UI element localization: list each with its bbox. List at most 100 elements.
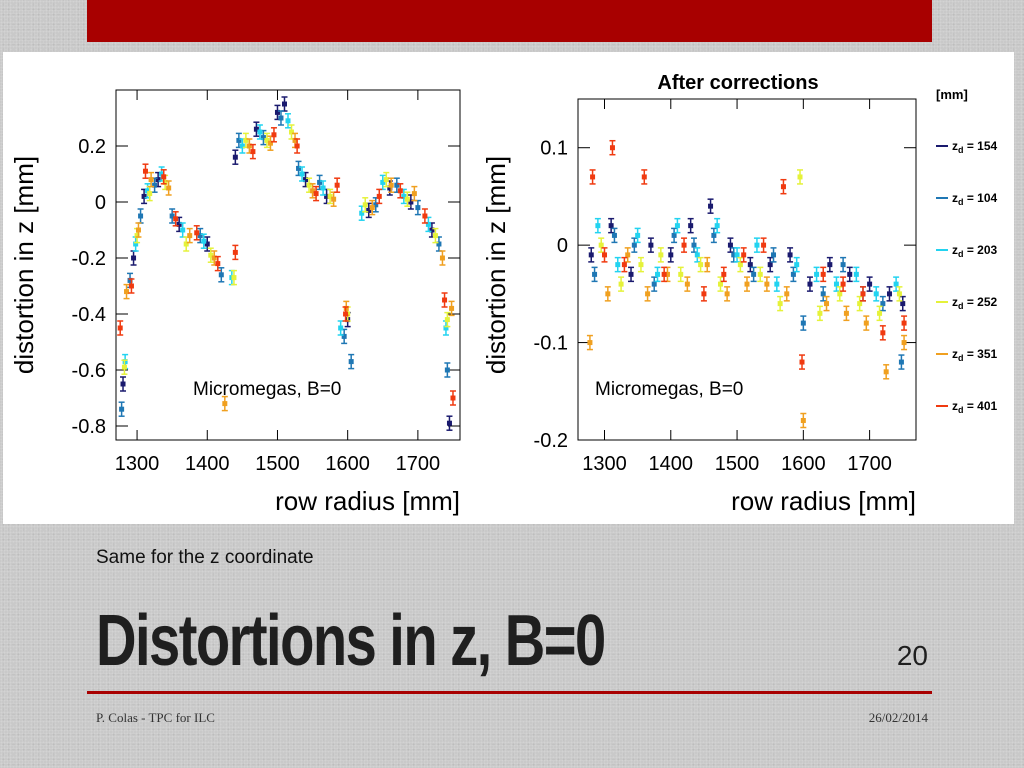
x-tick-label: 1300 (582, 453, 627, 475)
data-point (704, 262, 710, 268)
data-point (128, 283, 134, 289)
data-point (590, 174, 596, 180)
data-point (761, 242, 767, 248)
y-tick-label: -0.1 (534, 333, 568, 355)
y-tick-label: -0.4 (72, 304, 106, 326)
data-point (369, 205, 375, 211)
data-point (787, 252, 793, 258)
data-point (243, 137, 249, 143)
x-tick-label: 1400 (649, 453, 694, 475)
data-point (388, 182, 394, 188)
y-axis-label: distortion in z [mm] (481, 156, 511, 374)
plot-frame (115, 89, 461, 441)
data-point (334, 182, 340, 188)
data-point (877, 310, 883, 316)
data-point (253, 126, 259, 132)
y-tick-label: 0 (557, 235, 568, 257)
data-point (800, 320, 806, 326)
data-point (717, 281, 723, 287)
data-point (658, 252, 664, 258)
data-point (141, 193, 147, 199)
data-point (338, 325, 344, 331)
data-point (764, 281, 770, 287)
charts-svg: 1300 1400 1500 1600 1700 0.2 0 -0.2 -0.4 -0.6 -0.8… (9, 72, 998, 516)
figure-panel: 1300 1400 1500 1600 1700 0.2 0 -0.2 -0.4 -0.6 -0.8… (3, 52, 1014, 524)
data-point (450, 395, 456, 401)
data-point (592, 271, 598, 277)
data-point (873, 291, 879, 297)
data-point (615, 262, 621, 268)
data-point (119, 406, 125, 412)
data-point (236, 137, 242, 143)
data-point (443, 325, 449, 331)
data-point (271, 132, 277, 138)
y-tick-label: 0 (95, 192, 106, 214)
data-point (827, 262, 833, 268)
data-point (180, 227, 186, 233)
series-z-d-104 (118, 110, 451, 417)
slide-subtitle: Same for the z coordinate (96, 547, 314, 568)
data-point (294, 143, 300, 149)
data-point (587, 340, 593, 346)
data-point (362, 202, 368, 208)
data-point (131, 255, 137, 261)
data-point (166, 185, 172, 191)
y-tick-label: -0.2 (534, 430, 568, 452)
data-point (313, 191, 319, 197)
data-point (824, 301, 830, 307)
data-point (211, 255, 217, 261)
data-point (411, 191, 417, 197)
data-point (651, 281, 657, 287)
data-point (246, 143, 252, 149)
data-point (274, 109, 280, 115)
data-point (780, 184, 786, 190)
data-point (444, 317, 450, 323)
data-point (860, 291, 866, 297)
data-point (133, 241, 139, 247)
data-point (777, 301, 783, 307)
data-point (380, 179, 386, 185)
data-point (121, 364, 127, 370)
data-point (117, 325, 123, 331)
data-point (655, 271, 661, 277)
data-point (401, 193, 407, 199)
y-tick-label: -0.2 (72, 248, 106, 270)
chart-annotation: Micromegas, B=0 (595, 379, 743, 400)
data-point (605, 291, 611, 297)
data-point (173, 216, 179, 222)
chart-2: 1300 1400 1500 1600 1700 0.1 0 -0.1 -0.2 row radi… (481, 72, 917, 516)
legend: [mm] zd = 154 zd = 104 zd = 203 zd = 252 zd =… (936, 87, 998, 415)
data-point (422, 213, 428, 219)
x-axis-label: row radius [mm] (731, 486, 916, 516)
data-point (598, 242, 604, 248)
data-point (635, 232, 641, 238)
data-point (602, 252, 608, 258)
data-point (608, 223, 614, 229)
data-point (317, 179, 323, 185)
data-point (668, 252, 674, 258)
y-tick-label: -0.6 (72, 360, 106, 382)
data-point (383, 177, 389, 183)
y-tick-label: -0.8 (72, 416, 106, 438)
data-point (843, 310, 849, 316)
data-point (618, 281, 624, 287)
x-axis-label: row radius [mm] (275, 486, 460, 516)
data-point (820, 271, 826, 277)
data-point (432, 233, 438, 239)
data-point (817, 310, 823, 316)
data-point (250, 149, 256, 155)
data-point (757, 271, 763, 277)
chart-annotation: Micromegas, B=0 (193, 379, 341, 400)
data-point (299, 171, 305, 177)
x-tick-label: 1600 (325, 453, 370, 475)
series-z-d-154 (588, 198, 906, 312)
slide-title: Distortions in z, B=0 (96, 601, 606, 681)
data-point (595, 223, 601, 229)
footer-date: 26/02/2014 (868, 710, 928, 725)
data-point (436, 241, 442, 247)
data-point (898, 359, 904, 365)
data-point (194, 230, 200, 236)
data-point (162, 179, 168, 185)
data-point (341, 333, 347, 339)
data-point (807, 281, 813, 287)
